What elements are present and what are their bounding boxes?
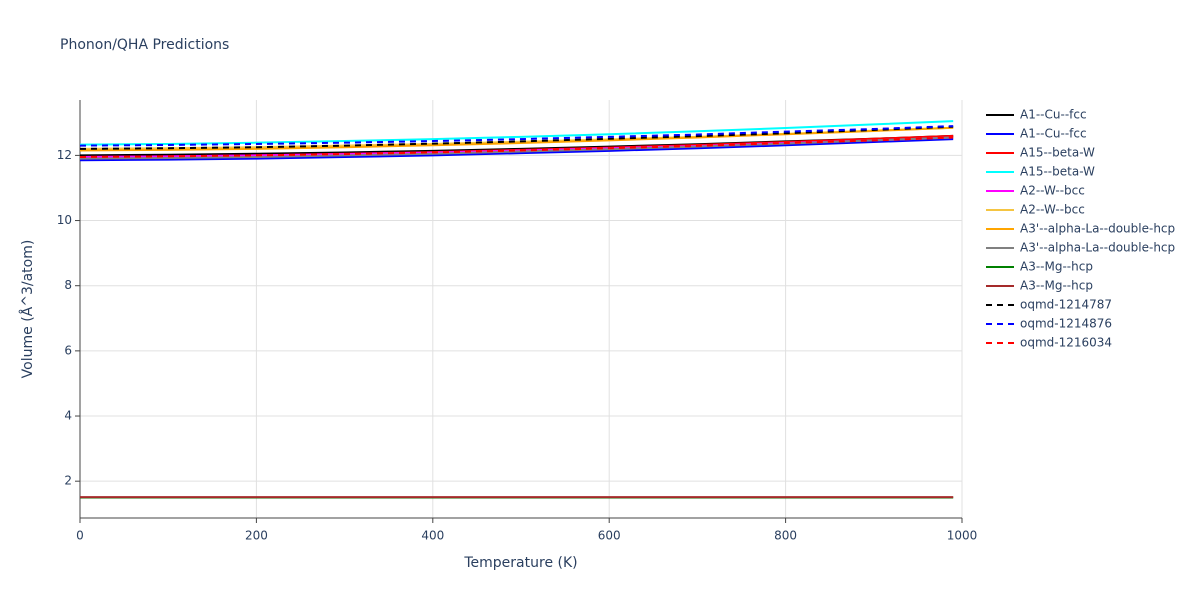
y-tick-label: 8 (64, 278, 72, 292)
legend-label: A3--Mg--hcp (1020, 260, 1093, 274)
legend-label: A3'--alpha-La--double-hcp (1020, 241, 1175, 255)
series-line (79, 125, 954, 147)
legend-label: oqmd-1214787 (1020, 298, 1112, 312)
series-line (79, 125, 954, 150)
x-tick-label: 200 (245, 529, 268, 543)
legend-label: A3'--alpha-La--double-hcp (1020, 222, 1175, 236)
y-tick-label: 4 (64, 409, 72, 423)
x-tick-label: 400 (421, 529, 444, 543)
legend-label: A1--Cu--fcc (1020, 127, 1087, 141)
legend-label: A2--W--bcc (1020, 203, 1085, 217)
y-tick-label: 12 (57, 148, 72, 162)
series-line (79, 120, 954, 146)
legend-label: A1--Cu--fcc (1020, 108, 1087, 122)
x-tick-label: 1000 (947, 529, 978, 543)
legend-label: A15--beta-W (1020, 165, 1095, 179)
legend-label: A3--Mg--hcp (1020, 279, 1093, 293)
x-tick-label: 600 (598, 529, 621, 543)
chart-title: Phonon/QHA Predictions (60, 37, 229, 53)
y-axis-label: Volume (Å^3/atom) (19, 240, 36, 379)
x-tick-label: 800 (774, 529, 797, 543)
series-line (79, 126, 954, 152)
legend-label: oqmd-1216034 (1020, 336, 1112, 350)
legend-label: oqmd-1214876 (1020, 317, 1112, 331)
y-tick-label: 6 (64, 343, 72, 357)
y-tick-label: 10 (57, 213, 72, 227)
legend-label: A15--beta-W (1020, 146, 1095, 160)
x-tick-label: 0 (76, 529, 84, 543)
legend-label: A2--W--bcc (1020, 184, 1085, 198)
x-axis-label: Temperature (K) (463, 555, 577, 571)
series-line (79, 136, 954, 159)
series-line (79, 138, 954, 162)
y-tick-label: 2 (64, 474, 72, 488)
